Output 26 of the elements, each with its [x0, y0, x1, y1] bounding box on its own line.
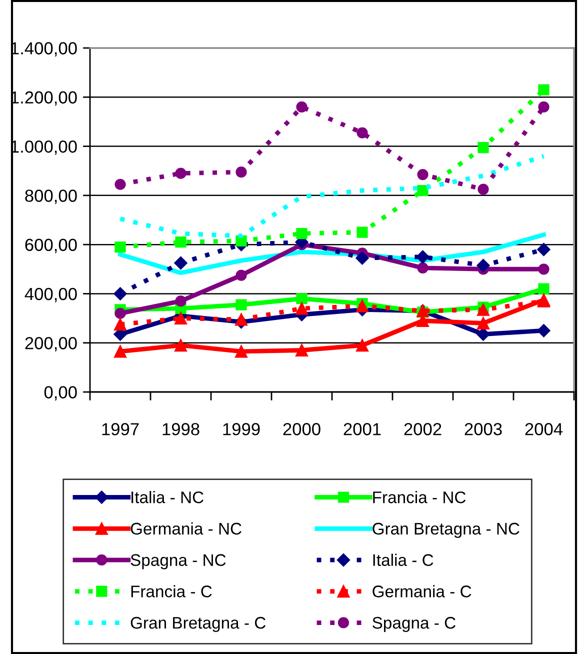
legend-label: Francia - C — [131, 585, 212, 598]
x-tick-label: 2003 — [464, 423, 502, 436]
y-tick-label: 600,00 — [25, 238, 77, 254]
legend-label: Italia - C — [373, 554, 434, 566]
legend-label: Gran Bretagna - NC — [372, 522, 520, 538]
y-tick-label: 1.400,00 — [11, 42, 77, 57]
x-tick-label: 1998 — [162, 423, 200, 436]
x-tick-label: 2004 — [525, 423, 563, 436]
legend-label: Germania - C — [372, 585, 472, 598]
legend-label: Germania - NC — [130, 522, 242, 535]
y-tick-label: 200,00 — [25, 337, 77, 352]
legend-label: Spagna - C — [372, 616, 456, 632]
y-tick-label: 800,00 — [25, 190, 77, 204]
y-tick-label: 1.000,00 — [11, 140, 77, 155]
x-tick-label: 1999 — [223, 423, 260, 436]
x-tick-label: 2001 — [344, 423, 381, 436]
legend-label: Italia - NC — [132, 491, 204, 504]
y-tick-label: 0,00 — [44, 386, 77, 401]
legend-label: Spagna - NC — [130, 554, 226, 570]
x-tick-label: 2002 — [404, 423, 442, 436]
y-tick-label: 1.200,00 — [11, 91, 77, 106]
y-tick-label: 400,00 — [24, 288, 77, 302]
legend-label: Francia - NC — [373, 491, 466, 504]
legend-label: Gran Bretagna - C — [130, 616, 266, 632]
x-tick-label: 1997 — [102, 423, 139, 436]
x-tick-label: 2000 — [283, 423, 320, 436]
